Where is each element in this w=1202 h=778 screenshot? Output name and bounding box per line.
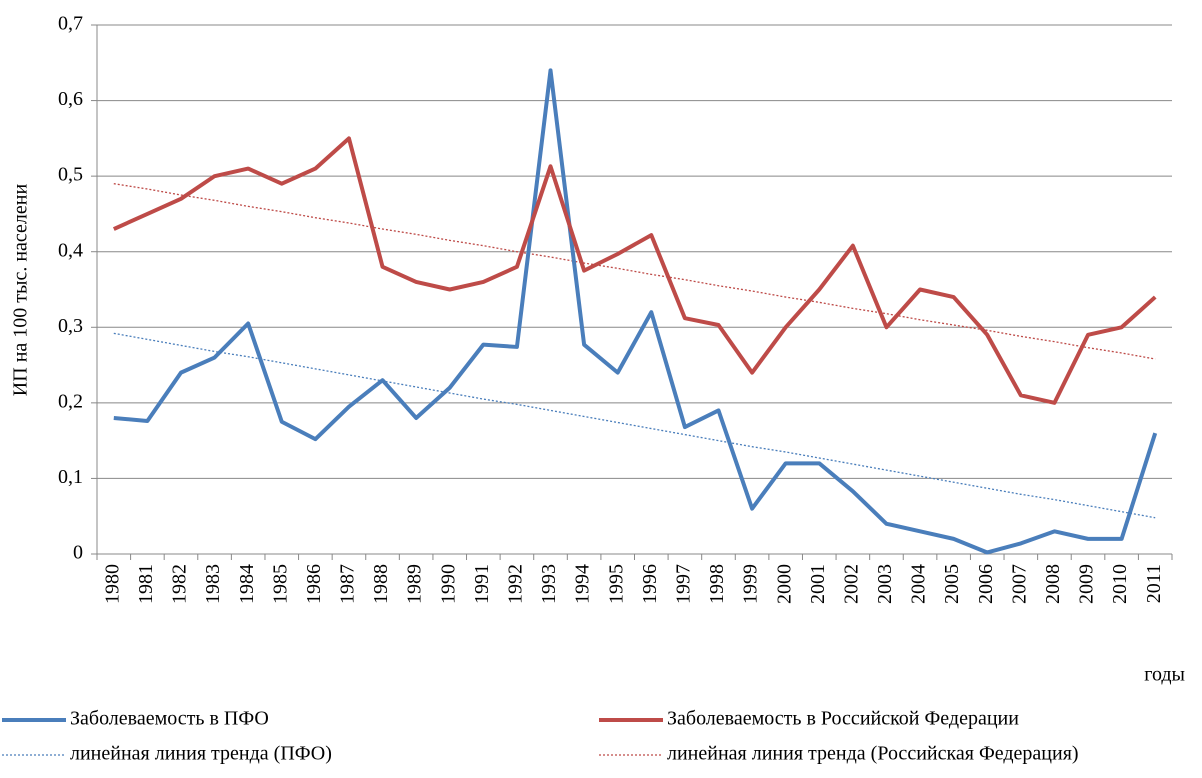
legend-label: линейная линия тренда (ПФО) [70, 743, 332, 765]
x-tick-label: 2007 [1008, 564, 1030, 604]
trend-line [113, 183, 1156, 360]
x-tick-label: 1987 [337, 564, 359, 604]
legend-label: Заболеваемость в ПФО [70, 708, 269, 730]
y-tick-label: 0,4 [58, 239, 83, 261]
x-tick-label: 1989 [404, 564, 426, 604]
y-tick-label: 0,5 [58, 164, 83, 186]
y-tick-label: 0,3 [58, 315, 83, 337]
x-tick-label: 1997 [672, 564, 694, 604]
x-tick-label: 2002 [840, 564, 862, 604]
x-tick-label: 2011 [1143, 564, 1165, 603]
y-tick-label: 0,2 [58, 390, 83, 412]
x-tick-label: 1984 [236, 564, 258, 604]
x-tick-label: 1983 [202, 564, 224, 604]
x-tick-label: 1998 [706, 564, 728, 604]
x-tick-label: 2001 [807, 564, 829, 604]
x-axis-title: годы [1144, 664, 1185, 686]
x-tick-label: 1999 [740, 564, 762, 604]
x-tick-label: 2008 [1042, 564, 1064, 604]
x-tick-label: 1993 [538, 564, 560, 604]
y-tick-label: 0,6 [58, 88, 83, 110]
x-tick-label: 2006 [975, 564, 997, 604]
x-tick-label: 2010 [1109, 564, 1131, 604]
x-tick-label: 2009 [1076, 564, 1098, 604]
x-tick-label: 2004 [908, 564, 930, 604]
x-tick-label: 1991 [471, 564, 493, 604]
x-tick-label: 1992 [505, 564, 527, 604]
y-axis-title: ИП на 100 тыс. населени [10, 184, 32, 397]
data-line [113, 68, 1158, 555]
legend-label: Заболеваемость в Российской Федерации [667, 708, 1019, 730]
x-tick-label: 1986 [303, 564, 325, 604]
x-tick-label: 1985 [269, 564, 291, 604]
x-tick-label: 2005 [941, 564, 963, 604]
x-tick-label: 1996 [639, 564, 661, 604]
legend-label: линейная линия тренда (Российская Федера… [667, 743, 1079, 765]
trend-line [113, 332, 1156, 519]
y-tick-label: 0,1 [58, 466, 83, 488]
x-tick-label: 2000 [773, 564, 795, 604]
data-line [112, 136, 1157, 405]
y-tick-label: 0,7 [58, 13, 83, 35]
y-tick-label: 0 [73, 542, 83, 564]
x-tick-label: 1981 [135, 564, 157, 604]
x-tick-label: 1982 [169, 564, 191, 604]
x-tick-label: 1980 [101, 564, 123, 604]
x-tick-label: 2003 [874, 564, 896, 604]
x-tick-label: 1995 [605, 564, 627, 604]
x-tick-label: 1990 [437, 564, 459, 604]
x-tick-label: 1994 [572, 564, 594, 604]
x-tick-label: 1988 [370, 564, 392, 604]
